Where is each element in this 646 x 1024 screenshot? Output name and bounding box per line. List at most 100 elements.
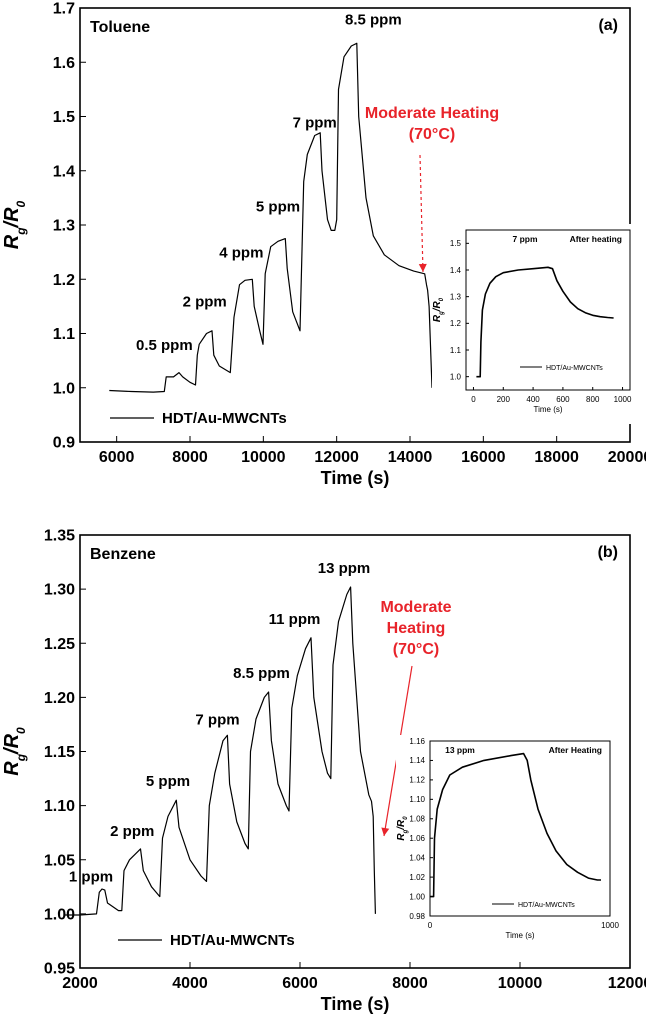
concentration-label: 8.5 ppm [233,665,290,682]
main-y-tick-label: 1.2 [53,272,75,289]
main-x-tick-label: 12000 [608,975,646,992]
main-x-tick-label: 8000 [392,975,428,992]
main-x-tick-label: 18000 [534,449,579,466]
inset-legend-label: HDT/Au-MWCNTs [518,902,575,909]
inset-legend-label: HDT/Au-MWCNTs [546,365,603,372]
main-y-tick-label: 1.6 [53,55,75,72]
main-x-tick-label: 12000 [314,449,359,466]
inset-peak-label: 13 ppm [445,745,475,755]
concentration-label: 13 ppm [318,560,371,577]
inset-x-tick-label: 200 [497,395,511,404]
inset-x-tick-label: 1000 [614,395,632,404]
inset-plot-frame [429,740,611,917]
main-x-tick-label: 16000 [461,449,506,466]
inset-title: After Heating [549,745,602,755]
main-x-tick-label: 8000 [172,449,208,466]
inset-y-tick-label: 1.06 [409,834,425,843]
inset-data-line [476,266,614,378]
main-y-tick-label: 1.25 [44,636,75,653]
inset-x-tick-label: 0 [428,921,433,930]
inset-x-tick-label: 0 [471,395,476,404]
heating-note: Moderate Heating [365,105,499,122]
inset-x-axis-label: Time (s) [505,931,534,940]
main-y-tick-label: 1.3 [53,218,75,235]
concentration-label: 5 ppm [146,773,190,790]
concentration-label: 7 ppm [293,114,337,131]
main-y-tick-label: 1.15 [44,744,75,761]
heating-note: (70°C) [393,641,439,658]
inset-y-tick-label: 1.04 [409,853,425,862]
concentration-label: 1 ppm [69,868,113,885]
inset-y-tick-label: 1.08 [409,815,425,824]
main-x-tick-label: 4000 [172,975,208,992]
inset-x-tick-label: 600 [556,395,570,404]
inset-y-tick-label: 1.0 [450,372,462,381]
main-y-tick-label: 1.1 [53,326,75,343]
heating-note: (70°C) [409,126,455,143]
main-y-tick-label: 1.35 [44,528,75,545]
main-y-tick-label: 1.5 [53,109,75,126]
x-axis-label: Time (s) [321,994,390,1014]
heating-note: Moderate [380,599,451,616]
concentration-label: 11 ppm [269,611,321,628]
inset-peak-label: 7 ppm [512,234,537,244]
inset-x-tick-label: 800 [586,395,600,404]
inset-plot-frame [465,229,631,391]
inset-x-tick-label: 1000 [601,921,619,930]
panel-label: (a) [598,17,618,34]
concentration-label: 4 ppm [219,245,263,262]
inset-background [432,224,636,424]
inset-y-tick-label: 1.14 [409,756,425,765]
main-y-tick-label: 1.7 [53,1,75,18]
y-axis-label: Rg/R0 [1,727,28,776]
main-y-tick-label: 1.10 [44,798,75,815]
y-axis-label: Rg/R0 [1,200,28,249]
inset-y-tick-label: 1.02 [409,873,425,882]
main-x-tick-label: 10000 [498,975,543,992]
main-y-tick-label: 1.4 [53,163,75,180]
inset-y-tick-label: 1.16 [409,737,425,746]
main-y-tick-label: 0.95 [44,961,75,978]
main-y-tick-label: 1.30 [44,582,75,599]
inset-y-tick-label: 1.3 [450,292,462,301]
x-axis-label: Time (s) [321,468,390,488]
heating-note: Heating [387,620,446,637]
inset-background [396,735,616,950]
inset-y-axis-label: Rg/R0 [432,297,445,322]
inset-y-tick-label: 1.10 [409,795,425,804]
inset-y-tick-label: 0.98 [409,912,425,921]
gas-label: Toluene [90,19,150,36]
inset-y-tick-label: 1.1 [450,346,462,355]
inset-y-tick-label: 1.12 [409,776,425,785]
legend-label: HDT/Au-MWCNTs [170,932,295,949]
main-y-tick-label: 1.05 [44,852,75,869]
inset-data-line [430,752,601,898]
main-y-tick-label: 1.20 [44,690,75,707]
panel-b-benzene-chart: 200040006000800010000120000.951.001.051.… [1,528,646,1014]
main-x-tick-label: 10000 [241,449,286,466]
panel-label: (b) [598,544,618,561]
heating-arrow [419,154,424,273]
heating-arrow-head [381,827,390,836]
main-x-tick-label: 6000 [99,449,135,466]
concentration-label: 5 ppm [256,198,300,215]
inset-title: After heating [570,234,622,244]
concentration-label: 0.5 ppm [136,337,193,354]
concentration-label: 2 ppm [183,293,227,310]
gas-label: Benzene [90,546,156,563]
main-y-tick-label: 1.00 [44,906,75,923]
concentration-label: 7 ppm [195,711,239,728]
concentration-label: 8.5 ppm [345,11,402,28]
legend-label: HDT/Au-MWCNTs [162,410,287,427]
inset-y-tick-label: 1.00 [409,892,425,901]
inset-x-tick-label: 400 [526,395,540,404]
data-series-line [109,42,433,393]
inset-x-axis-label: Time (s) [533,405,562,414]
inset-y-tick-label: 1.5 [450,239,462,248]
inset-y-axis-label: Rg/R0 [396,816,409,841]
heating-arrow-head [418,263,427,272]
data-series-line [63,586,376,916]
inset-y-tick-label: 1.4 [450,266,462,275]
